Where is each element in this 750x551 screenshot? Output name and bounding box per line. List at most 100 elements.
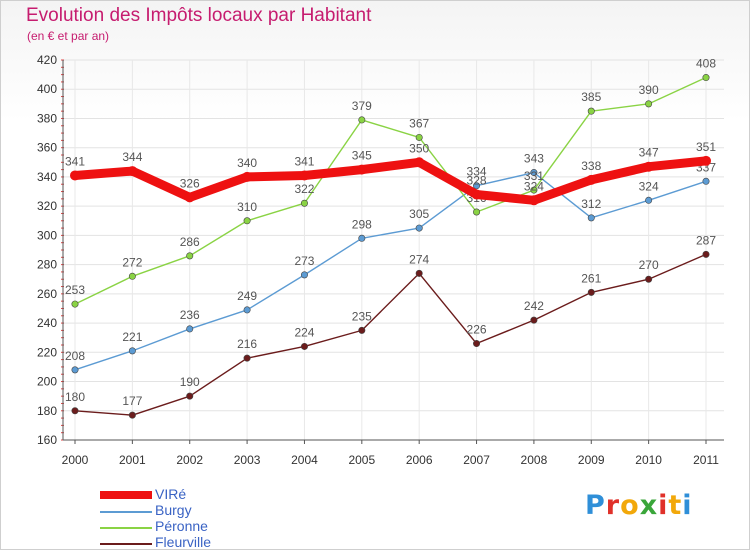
- legend-swatch: [100, 527, 152, 529]
- x-tick-label: 2007: [463, 453, 490, 467]
- y-tick-label: 200: [37, 375, 57, 389]
- y-tick-label: 320: [37, 199, 57, 213]
- data-label-fleurville: 274: [409, 252, 429, 266]
- data-label-burgy: 324: [639, 179, 659, 193]
- legend-swatch: [100, 491, 152, 499]
- proxiti-logo: Proxiti: [585, 490, 693, 521]
- data-label-vire: 347: [639, 146, 659, 160]
- x-tick-label: 2002: [176, 453, 203, 467]
- x-tick-label: 2000: [62, 453, 89, 467]
- data-label-vire: 340: [237, 156, 257, 170]
- data-label-fleurville: 287: [696, 233, 716, 247]
- data-label-peronne: 253: [65, 283, 85, 297]
- data-label-fleurville: 177: [122, 394, 142, 408]
- legend-label: Burgy: [155, 502, 192, 518]
- data-label-fleurville: 190: [180, 375, 200, 389]
- data-point-burgy: [186, 325, 194, 333]
- y-tick-label: 180: [37, 404, 57, 418]
- data-point-burgy: [300, 271, 308, 279]
- data-point-vire: [184, 192, 195, 203]
- data-point-peronne: [358, 116, 366, 124]
- data-label-vire: 341: [65, 154, 85, 168]
- data-label-peronne: 408: [696, 57, 716, 71]
- data-point-peronne: [415, 133, 423, 141]
- data-point-vire: [414, 157, 425, 168]
- data-point-fleurville: [243, 354, 251, 362]
- data-label-vire: 328: [467, 173, 487, 187]
- data-point-burgy: [358, 234, 366, 242]
- y-tick-label: 220: [37, 345, 57, 359]
- data-label-fleurville: 235: [352, 309, 372, 323]
- logo-letter: i: [658, 490, 669, 521]
- data-point-burgy: [415, 224, 423, 232]
- series-line-peronne: [74, 76, 707, 305]
- data-point-peronne: [587, 107, 595, 115]
- data-point-peronne: [530, 186, 538, 194]
- data-label-peronne: 367: [409, 116, 429, 130]
- x-tick-label: 2001: [119, 453, 146, 467]
- x-tick-label: 2010: [635, 453, 662, 467]
- data-point-burgy: [71, 366, 79, 374]
- data-point-burgy: [530, 169, 538, 177]
- data-point-fleurville: [358, 326, 366, 334]
- series-line-vire: [70, 156, 711, 205]
- data-label-burgy: 249: [237, 289, 257, 303]
- x-tick-label: 2005: [348, 453, 375, 467]
- data-label-peronne: 272: [122, 255, 142, 269]
- data-point-peronne: [702, 74, 710, 82]
- data-point-fleurville: [71, 407, 79, 415]
- data-label-peronne: 310: [237, 200, 257, 214]
- data-point-vire: [586, 174, 597, 185]
- data-point-burgy: [128, 347, 136, 355]
- data-point-peronne: [300, 199, 308, 207]
- data-label-burgy: 312: [581, 197, 601, 211]
- chart-title: Evolution des Impôts locaux par Habitant: [26, 5, 372, 26]
- data-label-vire: 324: [524, 179, 544, 193]
- data-point-vire: [643, 161, 654, 172]
- logo-letter: t: [668, 490, 683, 521]
- data-label-peronne: 379: [352, 99, 372, 113]
- data-label-peronne: 322: [294, 182, 314, 196]
- logo-letter: i: [682, 490, 693, 521]
- data-label-vire: 351: [696, 140, 716, 154]
- data-label-fleurville: 226: [467, 323, 487, 337]
- x-tick-label: 2003: [234, 453, 261, 467]
- data-label-burgy: 343: [524, 152, 544, 166]
- data-label-peronne: 390: [639, 83, 659, 97]
- data-point-burgy: [243, 306, 251, 314]
- data-point-peronne: [243, 217, 251, 225]
- data-point-fleurville: [128, 411, 136, 419]
- y-tick-label: 380: [37, 111, 57, 125]
- data-point-burgy: [645, 196, 653, 204]
- data-point-burgy: [587, 214, 595, 222]
- data-label-burgy: 236: [180, 308, 200, 322]
- y-tick-label: 160: [37, 433, 57, 447]
- legend-label: VIRé: [155, 486, 187, 502]
- data-label-vire: 341: [294, 154, 314, 168]
- legend-swatch: [100, 543, 152, 545]
- data-label-burgy: 305: [409, 207, 429, 221]
- y-tick-label: 280: [37, 258, 57, 272]
- data-label-peronne: 331: [524, 169, 544, 183]
- data-label-fleurville: 242: [524, 299, 544, 313]
- x-tick-label: 2008: [521, 453, 548, 467]
- x-tick-label: 2009: [578, 453, 605, 467]
- y-tick-label: 400: [37, 82, 57, 96]
- data-point-fleurville: [415, 269, 423, 277]
- data-point-fleurville: [587, 288, 595, 296]
- y-tick-label: 300: [37, 228, 57, 242]
- data-label-fleurville: 216: [237, 337, 257, 351]
- chart-subtitle: (en € et par an): [27, 29, 110, 43]
- data-point-vire: [356, 164, 367, 175]
- data-point-vire: [70, 170, 80, 181]
- series-line-fleurville: [74, 253, 707, 416]
- data-point-fleurville: [473, 340, 481, 348]
- data-label-vire: 326: [180, 176, 200, 190]
- data-label-peronne: 385: [581, 90, 601, 104]
- y-tick-label: 340: [37, 170, 57, 184]
- data-label-peronne: 286: [180, 235, 200, 249]
- legend-label: Péronne: [155, 518, 208, 534]
- logo-letter: x: [639, 490, 659, 521]
